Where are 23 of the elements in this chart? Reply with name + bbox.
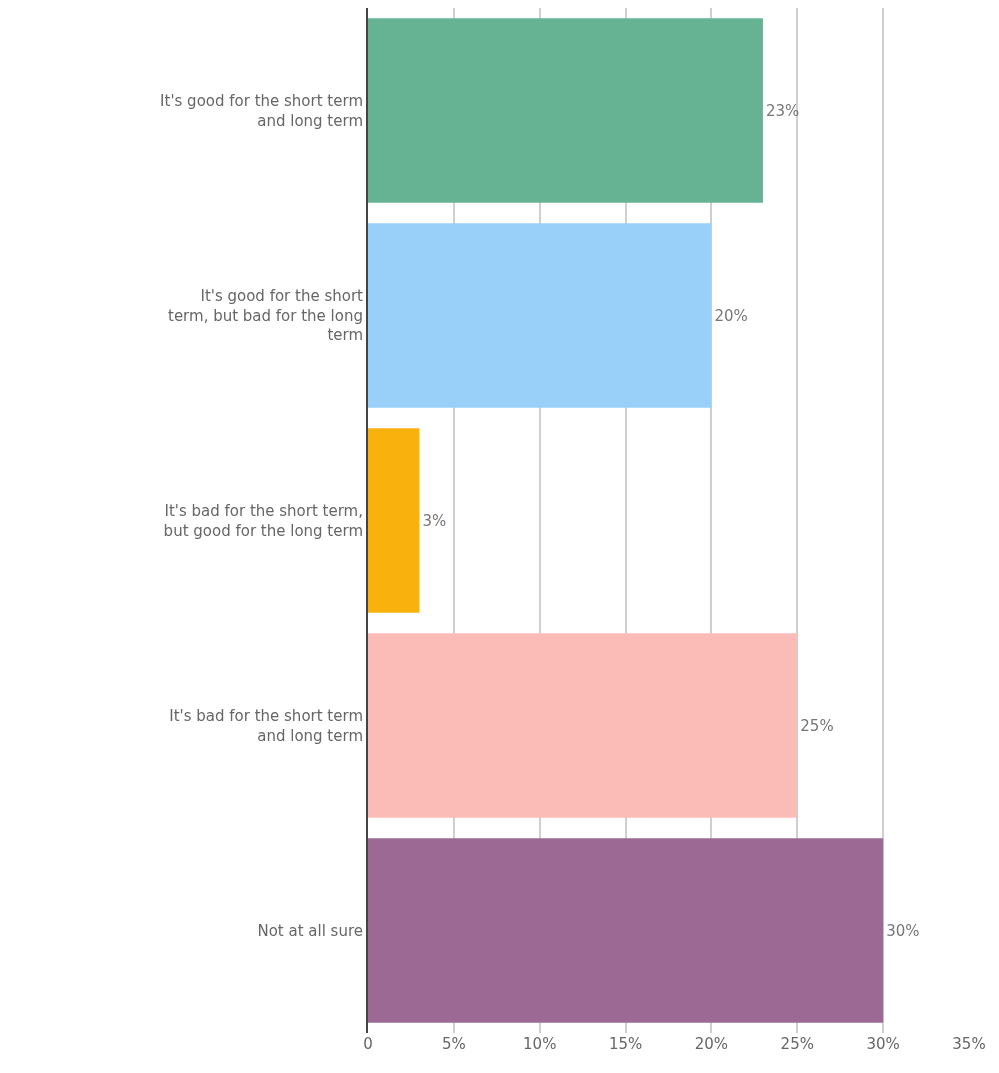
x-tick-label: 15% <box>608 1035 643 1053</box>
data-label: 20% <box>714 306 748 325</box>
y-tick-label: It's bad for the short term and long term <box>169 707 363 745</box>
bar <box>368 428 420 613</box>
x-tick-label: 10% <box>523 1035 557 1053</box>
data-label: 30% <box>886 921 920 940</box>
bar <box>368 18 763 203</box>
x-tick-label: 0 <box>363 1035 373 1053</box>
y-tick-label: It's good for the short term, but bad for the long term <box>168 287 364 345</box>
data-label: 23% <box>765 101 800 120</box>
x-tick-label: 20% <box>694 1035 729 1053</box>
x-tick-label: 35% <box>952 1035 986 1053</box>
data-label: 25% <box>800 716 834 735</box>
y-tick-label: It's good for the short term and long term <box>160 92 363 130</box>
bar <box>368 223 712 408</box>
bar <box>368 633 798 818</box>
bar <box>368 838 884 1023</box>
y-tick-label: Not at all sure <box>257 921 363 940</box>
x-tick-label: 25% <box>780 1035 814 1053</box>
x-tick-label: 30% <box>866 1035 900 1053</box>
y-tick-label: It's bad for the short term, but good for the long term <box>163 502 363 540</box>
data-label: 3% <box>422 511 447 530</box>
x-tick-label: 5% <box>441 1035 466 1053</box>
